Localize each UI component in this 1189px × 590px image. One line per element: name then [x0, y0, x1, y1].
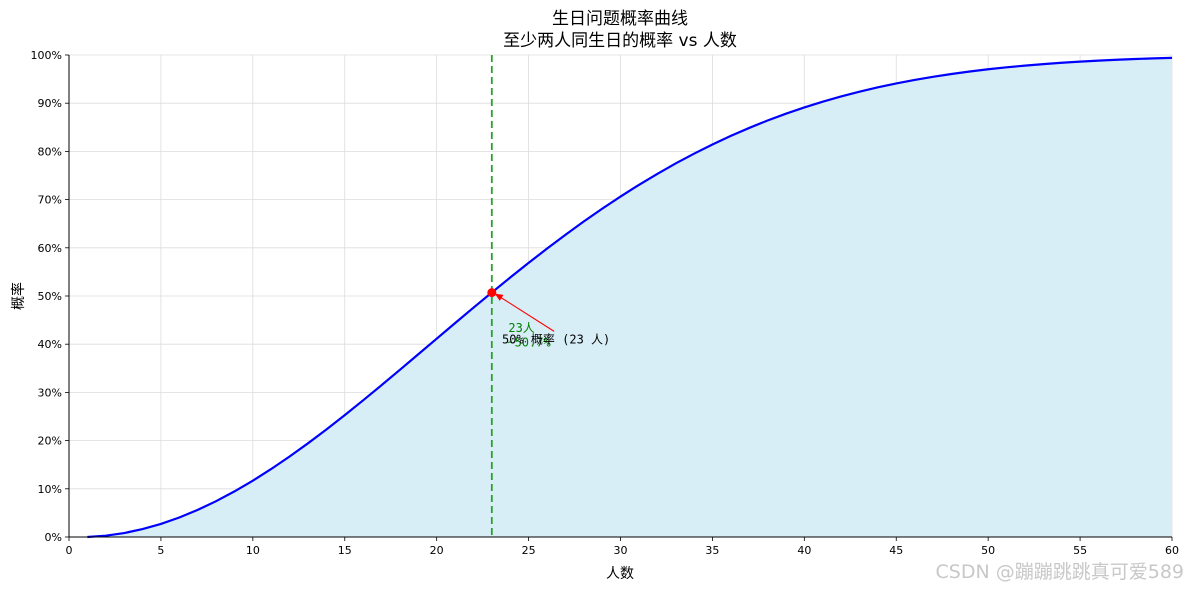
chart-title: 生日问题概率曲线	[552, 9, 688, 29]
x-tick-label: 55	[1073, 544, 1087, 557]
y-tick-label: 70%	[38, 194, 62, 207]
x-tick-label: 5	[157, 544, 164, 557]
side-label-people: 23人	[508, 321, 534, 335]
y-axis-ticks: 0% 10% 20% 30% 40% 50% 60% 70% 80% 90% 100%	[31, 49, 69, 544]
watermark: CSDN @蹦蹦跳跳真可爱589	[936, 561, 1184, 583]
annotation-text: 50% 概率 (23 人)	[502, 331, 610, 346]
annotation-arrow-head	[494, 293, 504, 301]
threshold-marker-point	[487, 288, 497, 298]
x-tick-label: 60	[1165, 544, 1179, 557]
y-tick-label: 60%	[38, 242, 62, 255]
annotation-arrow	[494, 293, 555, 332]
side-label-percent: ~50.7%	[507, 336, 551, 350]
y-tick-label: 20%	[38, 435, 62, 448]
probability-area-fill	[87, 57, 1172, 538]
x-axis-label: 人数	[606, 566, 634, 582]
x-tick-label: 40	[797, 544, 811, 557]
y-tick-label: 50%	[38, 290, 62, 303]
x-axis-ticks: 0 5 10 15 20 25 30 35 40 45 50 55 60	[66, 537, 1179, 557]
y-axis-label: 概率	[10, 282, 27, 310]
x-tick-label: 25	[522, 544, 536, 557]
probability-curve-line	[87, 56, 1173, 539]
y-tick-label: 90%	[38, 97, 62, 110]
x-tick-label: 50	[981, 544, 995, 557]
y-tick-label: 100%	[31, 49, 62, 62]
x-tick-label: 45	[889, 544, 903, 557]
y-tick-label: 10%	[38, 483, 62, 496]
y-tick-label: 30%	[38, 386, 62, 399]
x-tick-label: 30	[614, 544, 628, 557]
y-tick-label: 0%	[45, 531, 62, 544]
x-tick-label: 15	[338, 544, 352, 557]
x-tick-label: 35	[705, 544, 719, 557]
y-tick-label: 40%	[38, 338, 62, 351]
y-tick-label: 80%	[38, 145, 62, 158]
chart-subtitle: 至少两人同生日的概率 vs 人数	[503, 31, 737, 51]
x-tick-label: 20	[430, 544, 444, 557]
x-tick-label: 0	[66, 544, 73, 557]
x-tick-label: 10	[246, 544, 260, 557]
